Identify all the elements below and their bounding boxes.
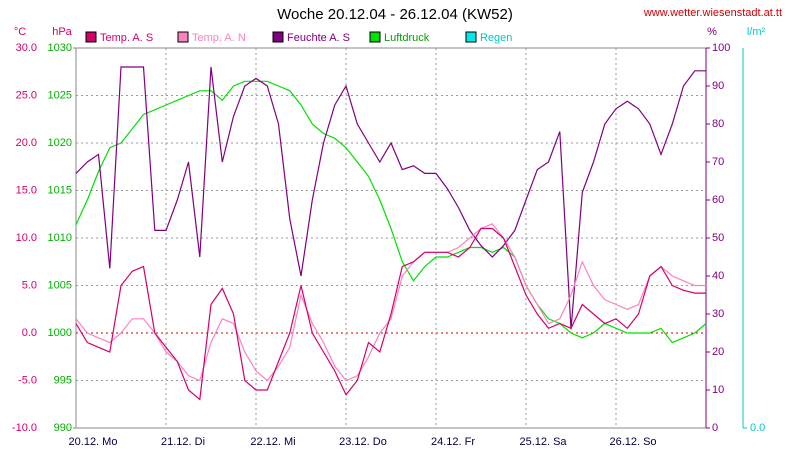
y-tick-label: -10.0: [12, 422, 37, 434]
y2-tick-label: 60: [712, 194, 724, 206]
source: www.wetter.wiesenstadt.at.tt: [643, 7, 782, 19]
y2-tick-label: 10: [712, 384, 724, 396]
series-line: [75, 80, 707, 344]
legend-label: Temp. A. S: [100, 32, 153, 44]
chart-title: Woche 20.12.04 - 26.12.04 (KW52): [277, 6, 513, 23]
unit-temp: °C: [14, 26, 26, 38]
series-line: [75, 66, 706, 330]
unit-rain: l/m²: [747, 26, 766, 38]
y2-tick-label: 20: [712, 346, 724, 358]
y-tick-label: 25.0: [16, 89, 37, 101]
y-tick-label: 30.0: [16, 42, 37, 54]
y3-tick-label: 1025: [48, 89, 72, 101]
y3-tick-label: 1010: [48, 232, 72, 244]
y-tick-label: -5.0: [18, 374, 37, 386]
y-tick-label: 0.0: [22, 327, 37, 339]
y3-tick-label: 1000: [48, 327, 72, 339]
legend-label: Temp. A. N: [192, 32, 246, 44]
y4-tick-label: 0.0: [750, 422, 765, 434]
legend-swatch: [177, 31, 189, 43]
legend-swatch: [85, 31, 97, 43]
legend-label: Luftdruck: [384, 32, 430, 44]
y3-tick-label: 995: [54, 374, 72, 386]
y3-tick-label: 1030: [48, 42, 72, 54]
legend-swatch: [369, 31, 381, 43]
unit-pressure: hPa: [52, 26, 72, 38]
legend-label: Regen: [480, 32, 512, 44]
y2-tick-label: 0: [712, 422, 718, 434]
x-tick-label: 24.12. Fr: [431, 436, 475, 448]
y3-tick-label: 1020: [48, 137, 72, 149]
x-tick-label: 22.12. Mi: [250, 436, 295, 448]
x-tick-label: 21.12. Di: [161, 436, 205, 448]
y3-tick-label: 1005: [48, 279, 72, 291]
y-tick-label: 20.0: [16, 137, 37, 149]
y2-tick-label: 70: [712, 156, 724, 168]
y-tick-label: 10.0: [16, 232, 37, 244]
series-line: [75, 223, 706, 382]
unit-humidity: %: [707, 26, 717, 38]
legend-label: Feuchte A. S: [287, 32, 350, 44]
y2-tick-label: 40: [712, 270, 724, 282]
y-tick-label: 5.0: [22, 279, 37, 291]
x-tick-label: 25.12. Sa: [519, 436, 567, 448]
legend-swatch: [465, 31, 477, 43]
series-line: [75, 227, 706, 401]
x-tick-label: 23.12. Do: [339, 436, 387, 448]
y2-tick-label: 30: [712, 308, 724, 320]
y2-tick-label: 80: [712, 118, 724, 130]
y2-tick-label: 100: [712, 42, 730, 54]
legend-swatch: [272, 31, 284, 43]
y2-tick-label: 50: [712, 232, 724, 244]
y-tick-label: 15.0: [16, 184, 37, 196]
y3-tick-label: 990: [54, 422, 72, 434]
x-tick-label: 20.12. Mo: [69, 436, 118, 448]
y3-tick-label: 1015: [48, 184, 72, 196]
x-tick-label: 26.12. So: [609, 436, 656, 448]
y2-tick-label: 90: [712, 80, 724, 92]
